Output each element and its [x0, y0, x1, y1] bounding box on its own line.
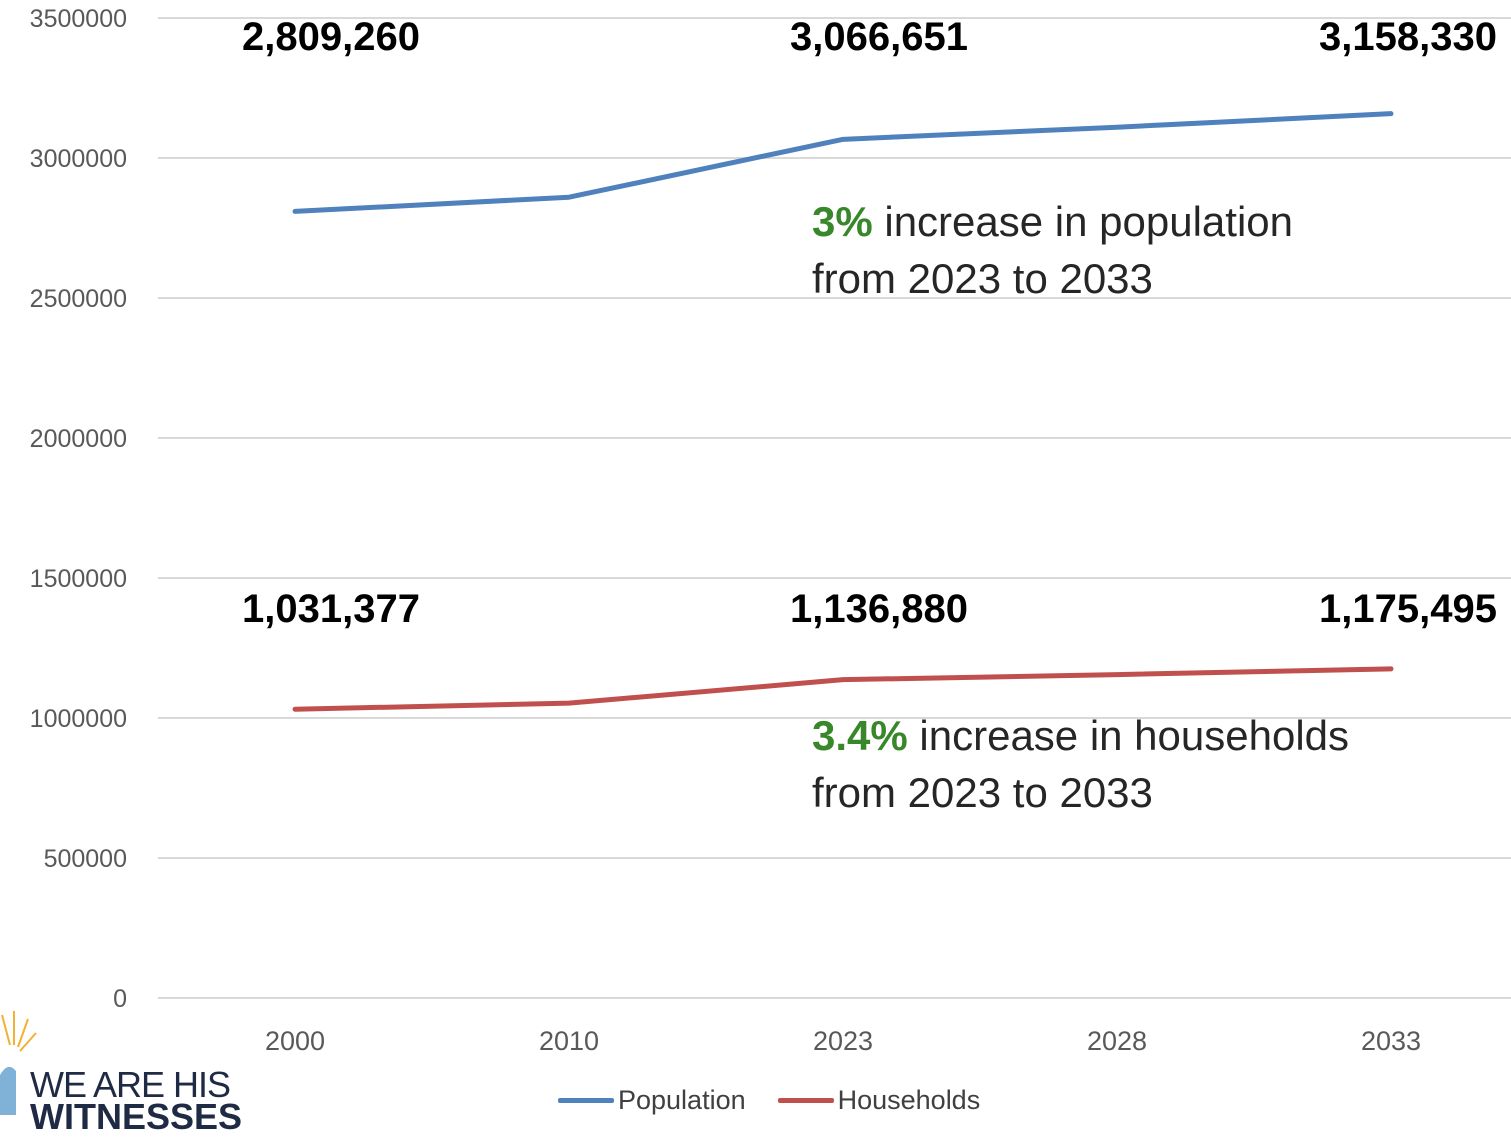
y-tick-label: 1000000 — [30, 705, 127, 733]
y-tick-label: 2500000 — [30, 285, 127, 313]
data-label-households: 1,031,377 — [242, 587, 420, 631]
population-annotation-line1: increase in population — [873, 198, 1293, 245]
x-tick-label: 2023 — [813, 1026, 873, 1056]
y-tick-label: 2000000 — [30, 425, 127, 453]
y-tick-label: 1500000 — [30, 565, 127, 593]
data-labels: 2,809,260 3,066,651 3,158,330 1,031,377 1,13… — [242, 15, 1497, 631]
households-annotation-line1: increase in households — [908, 712, 1349, 759]
x-axis: 2000 2010 2023 2028 2033 — [265, 1026, 1421, 1056]
population-pct: 3% — [812, 198, 873, 245]
y-tick-label: 3000000 — [30, 145, 127, 173]
logo-line2: WITNESSES — [30, 1099, 242, 1135]
households-annotation: 3.4% increase in households from 2023 to… — [812, 707, 1349, 821]
legend-item-households: Households — [778, 1085, 981, 1116]
households-annotation-line2: from 2023 to 2033 — [812, 764, 1349, 821]
data-label-households: 1,136,880 — [790, 587, 968, 631]
series-line-households — [295, 669, 1391, 709]
logo: WE ARE HIS WITNESSES — [0, 1005, 270, 1115]
data-label-households: 1,175,495 — [1319, 587, 1497, 631]
legend-swatch-population — [558, 1098, 614, 1103]
legend: Population Households — [558, 1085, 980, 1116]
data-label-population: 2,809,260 — [242, 15, 420, 59]
population-annotation: 3% increase in population from 2023 to 2… — [812, 193, 1293, 307]
legend-label-population: Population — [618, 1085, 746, 1116]
x-tick-label: 2028 — [1087, 1026, 1147, 1056]
x-tick-label: 2033 — [1361, 1026, 1421, 1056]
x-tick-label: 2010 — [539, 1026, 599, 1056]
x-tick-label: 2000 — [265, 1026, 325, 1056]
legend-label-households: Households — [838, 1085, 981, 1116]
y-tick-label: 3500000 — [30, 5, 127, 33]
gridlines — [158, 18, 1511, 998]
legend-swatch-households — [778, 1098, 834, 1103]
y-tick-label: 500000 — [44, 845, 127, 873]
households-pct: 3.4% — [812, 712, 908, 759]
data-label-population: 3,158,330 — [1319, 15, 1497, 59]
population-annotation-line2: from 2023 to 2033 — [812, 250, 1293, 307]
y-axis: 0500000100000015000002000000250000030000… — [30, 5, 127, 1013]
data-label-population: 3,066,651 — [790, 15, 968, 59]
legend-item-population: Population — [558, 1085, 746, 1116]
